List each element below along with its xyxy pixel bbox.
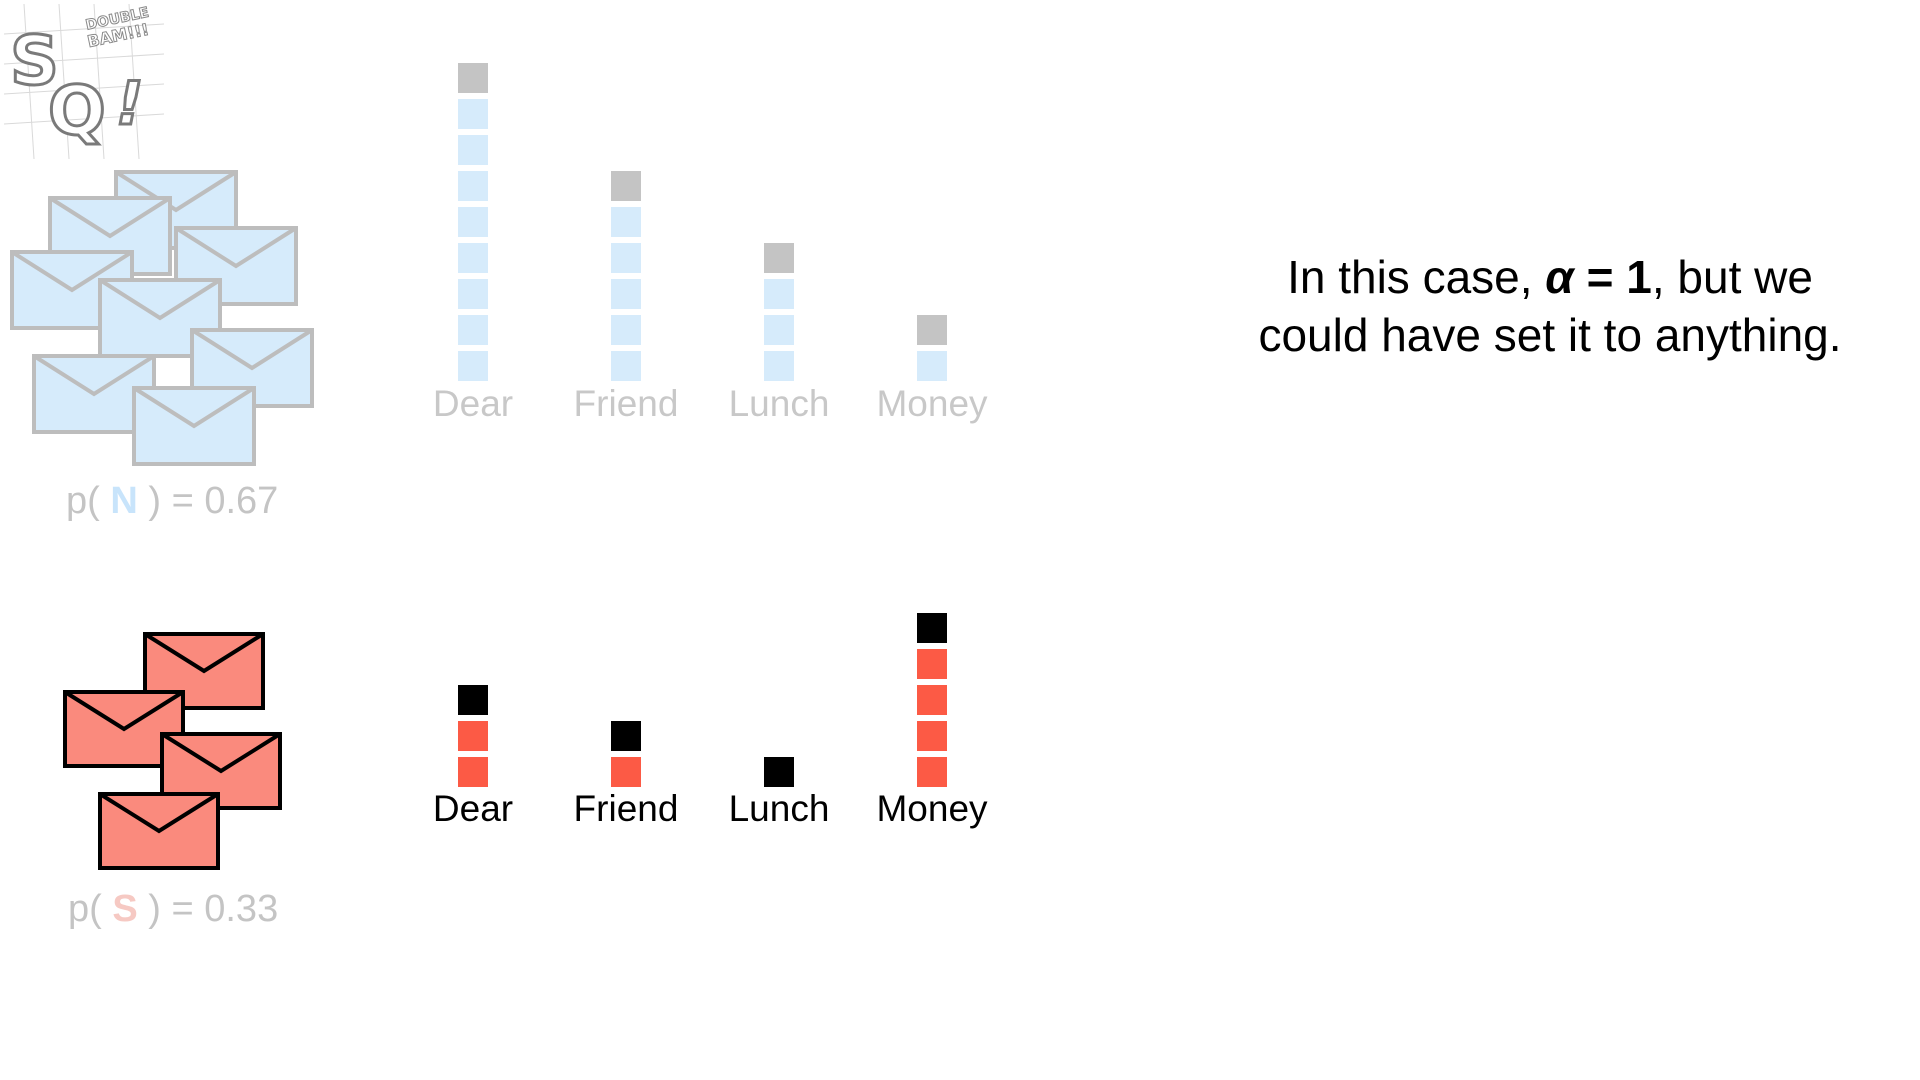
count-square: [458, 315, 488, 345]
category-label-money: Money: [876, 383, 988, 424]
logo-letter-q: Q: [48, 72, 106, 151]
alpha-square: [458, 63, 488, 93]
logo-exclaim: !: [116, 69, 143, 139]
count-square: [764, 351, 794, 381]
category-label-lunch: Lunch: [728, 383, 830, 424]
explanation-line2: could have set it to anything.: [1258, 309, 1842, 361]
count-square: [764, 279, 794, 309]
explanation-line1-pre: In this case,: [1287, 251, 1546, 303]
normal-word-count-histogram: Dear Friend Lunch Money: [0, 0, 1000, 440]
logo-letter-s: S: [10, 22, 59, 101]
count-square: [458, 757, 488, 787]
count-square: [611, 351, 641, 381]
alpha-square: [764, 243, 794, 273]
alpha-square: [917, 315, 947, 345]
category-label-friend: Friend: [573, 788, 679, 829]
category-label-lunch: Lunch: [728, 788, 830, 829]
category-label-dear: Dear: [432, 788, 514, 829]
alpha-equals-value: = 1: [1573, 251, 1652, 303]
alpha-symbol: α: [1545, 251, 1574, 303]
explanation-text: In this case, α = 1, but we could have s…: [1190, 248, 1910, 364]
count-square: [458, 171, 488, 201]
envelope-icon: [98, 278, 222, 358]
count-square: [917, 649, 947, 679]
explanation-line1-post: , but we: [1651, 251, 1813, 303]
alpha-square: [458, 685, 488, 715]
normal-messages-pile: [10, 170, 314, 466]
count-square: [764, 315, 794, 345]
class-letter-normal: N: [110, 480, 138, 522]
category-label-friend: Friend: [573, 383, 679, 424]
count-square: [917, 351, 947, 381]
category-label-money: Money: [876, 788, 988, 829]
count-square: [611, 207, 641, 237]
prior-normal: p( N ) = 0.67: [66, 480, 279, 522]
count-square: [917, 757, 947, 787]
count-square: [917, 721, 947, 751]
count-square: [458, 99, 488, 129]
prior-spam: p( S ) = 0.33: [68, 888, 279, 930]
alpha-square: [611, 721, 641, 751]
count-square: [458, 351, 488, 381]
spam-word-count-histogram: Dear Friend Lunch Money: [0, 0, 1000, 850]
envelope-icon: [98, 792, 220, 870]
statquest-logo: S Q ! DOUBLE BAM!!!: [4, 4, 164, 159]
count-square: [917, 685, 947, 715]
alpha-square: [611, 171, 641, 201]
count-square: [458, 721, 488, 751]
count-square: [458, 279, 488, 309]
class-letter-spam: S: [112, 888, 138, 930]
count-square: [611, 243, 641, 273]
count-square: [611, 315, 641, 345]
alpha-square: [917, 613, 947, 643]
count-square: [458, 135, 488, 165]
count-square: [458, 207, 488, 237]
count-square: [611, 757, 641, 787]
envelope-icon: [143, 632, 265, 710]
count-square: [611, 279, 641, 309]
category-label-dear: Dear: [432, 383, 514, 424]
spam-messages-pile: [63, 632, 282, 870]
alpha-square: [764, 757, 794, 787]
count-square: [458, 243, 488, 273]
envelope-icon: [132, 386, 256, 466]
